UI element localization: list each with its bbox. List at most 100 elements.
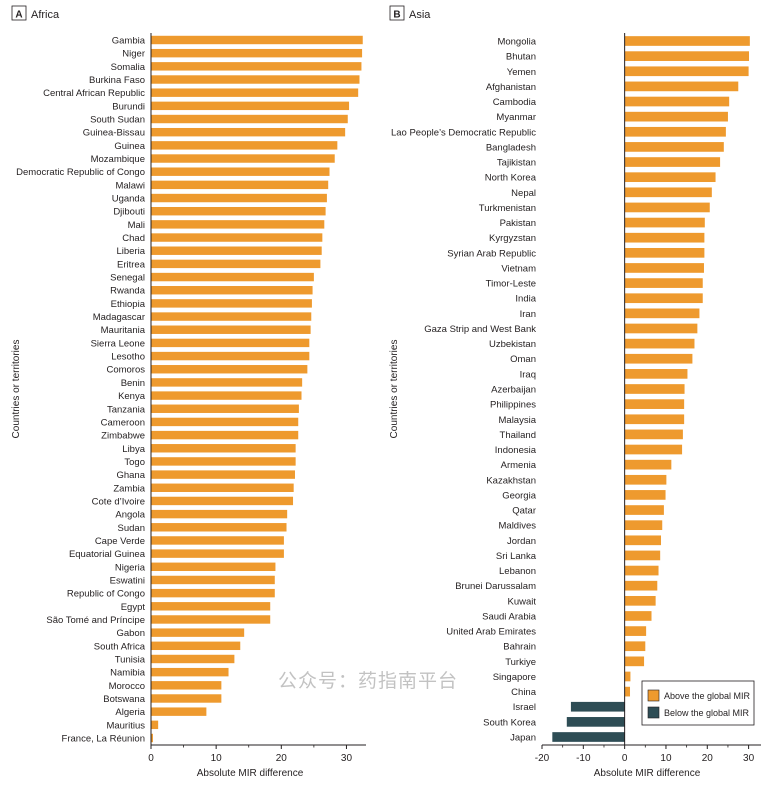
- panel-a-category-label: Tunisia: [115, 654, 146, 665]
- panel-b-bar: [570, 701, 625, 712]
- panel-b-category-label: Pakistan: [500, 218, 536, 229]
- panel-a-bar: [151, 720, 159, 730]
- panel-b-bar: [624, 217, 705, 228]
- panel-a-bar: [151, 694, 222, 703]
- panel-b-bar: [566, 717, 625, 727]
- panel-a-category-label: Gambia: [112, 36, 146, 47]
- panel-a-bar: [151, 272, 314, 282]
- panel-a-category-label: Lesotho: [111, 352, 145, 363]
- panel-b-x-tick-label: 0: [622, 753, 628, 764]
- panel-a-bar: [151, 615, 271, 624]
- panel-b-bar: [624, 172, 716, 183]
- panel-a-bar: [151, 509, 288, 519]
- panel-a-x-tick-label: 10: [211, 753, 223, 764]
- panel-b-category-label: Bangladesh: [486, 142, 536, 153]
- panel-b-category-label: Singapore: [493, 672, 536, 683]
- panel-a-category-label: Egypt: [121, 602, 146, 613]
- panel-a-category-label: Togo: [124, 457, 145, 468]
- panel-a-category-label: Guinea-Bissau: [83, 128, 145, 139]
- panel-a-bar: [151, 325, 311, 334]
- panel-a-category-label: Benin: [121, 378, 145, 389]
- panel-b-category-label: Afghanistan: [486, 82, 536, 93]
- panel-b-bar: [624, 474, 667, 485]
- panel-a-title: Africa: [31, 9, 60, 21]
- panel-a-category-label: Malawi: [115, 180, 145, 191]
- panel-b-category-label: Lebanon: [499, 566, 536, 577]
- panel-a-category-label: Zambia: [113, 483, 145, 494]
- panel-a-category-label: Mauritania: [101, 325, 146, 336]
- panel-a-bar: [151, 417, 299, 427]
- panel-b-bar: [624, 66, 749, 77]
- panel-b-category-label: Syrian Arab Republic: [447, 248, 536, 259]
- panel-b-category-label: Iran: [520, 309, 536, 320]
- panel-b-letter-box: [389, 5, 405, 21]
- panel-a-category-label: Liberia: [116, 246, 145, 257]
- panel-b-category-label: Vietnam: [501, 263, 536, 274]
- panel-b-bar: [624, 202, 710, 213]
- panel-b-bar: [624, 293, 703, 304]
- panel-a-category-label: Cote d’Ivoire: [92, 496, 145, 507]
- panel-b-bar: [624, 399, 685, 409]
- panel-b-category-label: Armenia: [501, 460, 537, 471]
- panel-a-bar: [151, 575, 275, 585]
- panel-b-letter: B: [393, 10, 400, 21]
- panel-b-category-label: Uzbekistan: [489, 339, 536, 350]
- panel-a-bar: [151, 259, 321, 269]
- panel-a-bar: [151, 35, 363, 45]
- panel-a-y-axis-title: Countries or territories: [11, 340, 22, 439]
- legend-swatch: [647, 706, 660, 719]
- panel-b-category-label: Turkmenistan: [479, 203, 536, 214]
- panel-b-bar: [624, 626, 647, 636]
- panel-a-category-label: Chad: [122, 233, 145, 244]
- panel-b-bar: [624, 232, 705, 243]
- panel-a-x-tick-label: 0: [148, 753, 154, 764]
- panel-a-bar: [151, 286, 313, 295]
- panel-a-bar: [151, 365, 308, 374]
- panel-a-bar: [151, 62, 362, 71]
- panel-b-category-label: Bhutan: [506, 52, 536, 63]
- panel-b-bar: [552, 732, 625, 742]
- panel-b-category-label: South Korea: [483, 717, 537, 728]
- panel-a-category-label: Madagascar: [93, 312, 145, 323]
- panel-b-bar: [624, 247, 705, 258]
- panel-a-bar: [151, 536, 284, 545]
- panel-a-category-label: Niger: [122, 49, 145, 60]
- panel-b-bar: [624, 656, 645, 667]
- panel-b-category-label: Gaza Strip and West Bank: [424, 324, 536, 335]
- panel-a-bar: [151, 299, 312, 308]
- panel-b-category-label: Tajikistan: [497, 158, 536, 169]
- panel-b-bar: [624, 263, 704, 273]
- panel-a-bar: [151, 667, 229, 677]
- panel-b-bar: [624, 459, 672, 470]
- panel-b-category-label: Azerbaijan: [491, 385, 536, 396]
- legend-label: Below the global MIR: [664, 708, 750, 718]
- panel-b-bar: [624, 505, 664, 515]
- panel-b-category-label: Brunei Darussalam: [455, 581, 536, 592]
- panel-b-x-tick-label: 10: [660, 753, 672, 764]
- panel-a-bar: [151, 114, 348, 124]
- panel-b-bar: [624, 353, 693, 364]
- panel-b-bar: [624, 565, 659, 576]
- panel-a-bar: [151, 193, 327, 203]
- panel-b-category-label: Timor-Leste: [486, 279, 536, 290]
- panel-a-bar: [151, 88, 359, 97]
- panel-a-category-label: Namibia: [110, 668, 146, 679]
- panel-a-bar: [151, 628, 245, 637]
- panel-b-category-label: Saudi Arabia: [482, 611, 537, 622]
- panel-b-title: Asia: [409, 9, 431, 21]
- panel-b-category-label: Mongolia: [497, 37, 536, 48]
- panel-a-category-label: Libya: [122, 444, 145, 455]
- panel-b-category-label: Yemen: [507, 67, 536, 78]
- panel-a-bar: [151, 391, 302, 400]
- panel-a-category-label: Gabon: [116, 628, 145, 639]
- panel-b-category-label: Oman: [510, 354, 536, 365]
- panel-b-x-tick-label: 20: [702, 753, 714, 764]
- panel-b-bar: [624, 187, 712, 198]
- panel-b-category-label: Maldives: [499, 521, 537, 532]
- panel-a-category-label: Kenya: [118, 391, 146, 402]
- panel-b-bar: [624, 51, 750, 61]
- panel-b-category-label: India: [515, 294, 536, 305]
- panel-b-x-tick-label: -20: [535, 753, 550, 764]
